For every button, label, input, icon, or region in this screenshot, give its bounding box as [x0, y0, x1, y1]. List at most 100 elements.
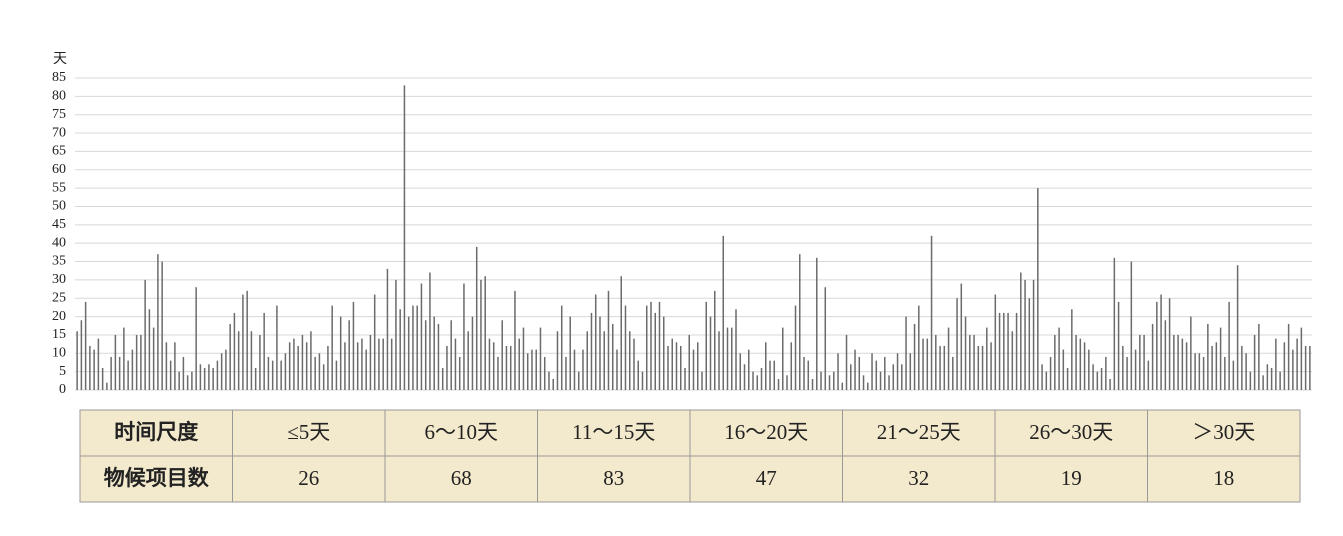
bar [658, 301, 661, 390]
bar [799, 254, 801, 390]
bar [1262, 375, 1264, 390]
bar [773, 360, 776, 390]
bar [1300, 327, 1303, 390]
table-cell: 83 [603, 466, 624, 490]
bar [1083, 342, 1086, 390]
bar [901, 364, 903, 390]
bar [403, 85, 406, 390]
bar [871, 353, 873, 390]
bar [484, 276, 486, 390]
bar [952, 356, 954, 390]
bar [101, 367, 104, 390]
bar [1270, 367, 1273, 390]
bar [1024, 279, 1026, 390]
bar [454, 338, 457, 390]
bar [969, 334, 971, 390]
table-cell: 16～20天 [724, 420, 808, 444]
bar [301, 334, 304, 390]
bar [492, 342, 495, 390]
bar [726, 327, 729, 390]
bar [1185, 342, 1188, 390]
bar [1100, 367, 1103, 390]
bar [1198, 353, 1201, 390]
bar [305, 342, 308, 390]
bar [106, 382, 108, 390]
table-cell: ＞30天 [1192, 420, 1255, 444]
bar [254, 367, 257, 390]
bar [794, 305, 797, 390]
bar [756, 375, 759, 390]
bar [1219, 327, 1222, 390]
bar [93, 349, 95, 390]
y-tick-label: 5 [59, 364, 66, 379]
bar [216, 360, 219, 390]
bar [182, 356, 185, 390]
bar [1143, 334, 1145, 390]
bar [399, 309, 401, 390]
bar [679, 345, 682, 390]
bar [1071, 309, 1073, 390]
bar [565, 356, 567, 390]
bar [135, 334, 138, 390]
bar [858, 356, 861, 390]
bar [480, 279, 482, 390]
bar [1211, 345, 1213, 390]
bar [1011, 331, 1014, 390]
bar [556, 331, 559, 390]
bar [331, 305, 333, 390]
bar [522, 327, 525, 390]
bar [1177, 334, 1179, 390]
bar [212, 367, 214, 390]
table-cell: 6～10天 [425, 420, 499, 444]
bar [731, 327, 733, 390]
bar [769, 360, 771, 390]
bar [841, 382, 844, 390]
bar [293, 338, 295, 390]
bar [875, 360, 878, 390]
bar [373, 294, 376, 390]
bar [467, 331, 469, 390]
bar [1003, 312, 1005, 390]
bar [684, 367, 686, 390]
y-tick-label: 80 [52, 89, 66, 104]
bar [1105, 356, 1107, 390]
bar [986, 327, 988, 390]
bar [1054, 334, 1056, 390]
bar [790, 342, 793, 390]
bar [828, 375, 831, 390]
bar [586, 331, 588, 390]
bar [603, 331, 605, 390]
bar [922, 338, 924, 390]
bar [862, 375, 865, 390]
bar [344, 342, 346, 390]
bar [786, 375, 788, 390]
bar [765, 342, 767, 390]
bar [918, 305, 920, 390]
bar [458, 356, 461, 390]
bar [1130, 261, 1133, 390]
bar [242, 294, 244, 390]
bar [412, 305, 414, 390]
bar [1309, 345, 1311, 390]
y-tick-label: 35 [52, 254, 66, 269]
bar [246, 290, 248, 390]
bar [662, 316, 665, 390]
bar [973, 334, 975, 390]
bar [335, 360, 338, 390]
bar [820, 371, 822, 390]
bar [850, 364, 852, 390]
bar [845, 334, 848, 390]
table-cell: 18 [1213, 466, 1234, 490]
bar [560, 305, 563, 390]
bar [675, 342, 678, 390]
bar [280, 360, 282, 390]
bar [926, 338, 929, 390]
bar [1117, 301, 1120, 390]
bar [407, 316, 410, 390]
bar [607, 290, 610, 390]
table-cell: 19 [1061, 466, 1082, 490]
bar [688, 334, 690, 390]
table-cell: 26～30天 [1029, 420, 1113, 444]
bar [1292, 349, 1294, 390]
bar [594, 294, 597, 390]
